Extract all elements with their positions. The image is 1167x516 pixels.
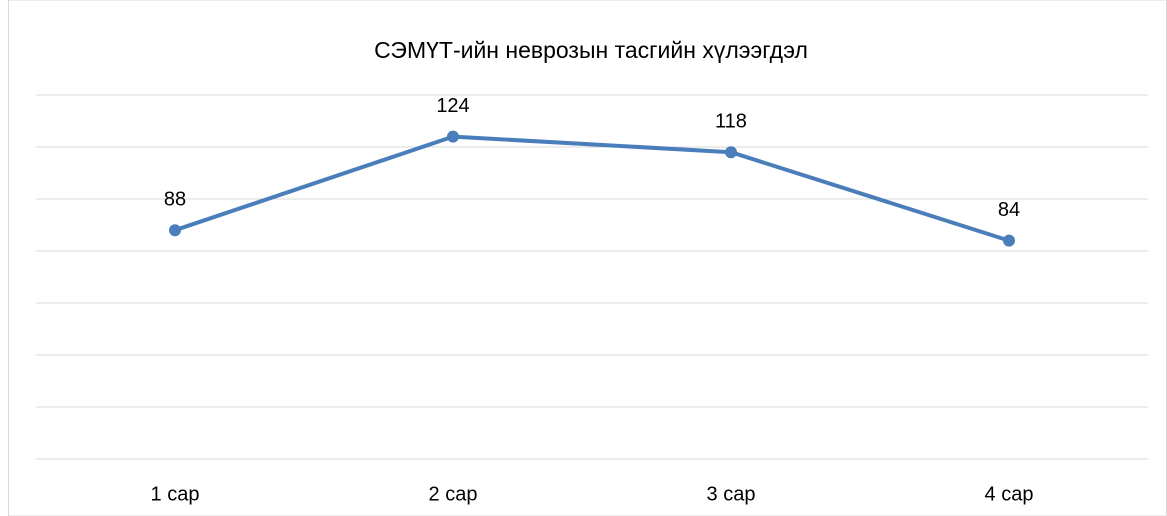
chart-frame [8, 0, 1167, 516]
data-label: 84 [998, 199, 1020, 221]
x-tick-label: 2 сар [429, 483, 478, 505]
data-point [725, 146, 737, 159]
data-point [169, 224, 181, 237]
data-point [447, 130, 459, 143]
data-label: 118 [715, 110, 747, 132]
x-tick-label: 1 сар [151, 483, 200, 505]
chart-title: СЭМҮТ-ийн неврозын тасгийн хүлээгдэл [374, 37, 808, 63]
data-label: 124 [436, 95, 469, 117]
data-point [1003, 234, 1015, 247]
series-line [174, 134, 1010, 243]
x-tick-label: 3 сар [707, 483, 756, 505]
data-label: 88 [164, 188, 186, 210]
x-tick-label: 4 сар [985, 483, 1034, 505]
